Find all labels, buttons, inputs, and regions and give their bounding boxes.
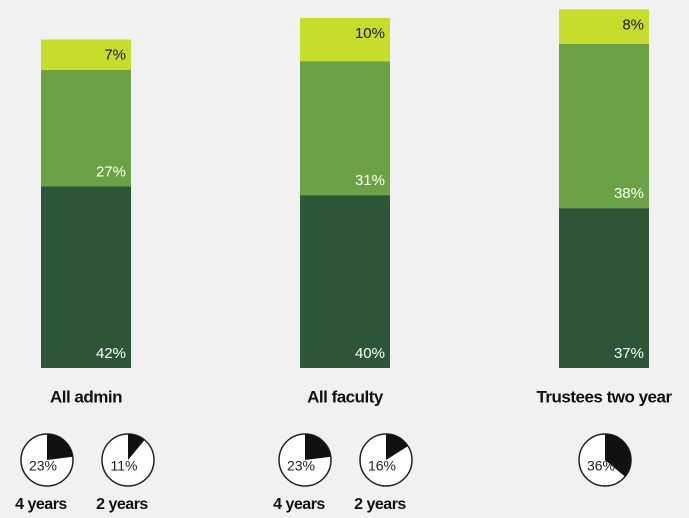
pie-category-label: 2 years: [96, 496, 148, 513]
bar-segment: [300, 195, 390, 368]
pie-wedge: [305, 434, 331, 460]
data-label: 7%: [104, 47, 126, 64]
pie-value-label: 23%: [287, 458, 315, 474]
bar-segment: [559, 43, 649, 209]
bar-segment: [41, 186, 131, 368]
data-label: 10%: [355, 25, 385, 42]
pie-value-label: 11%: [111, 458, 138, 474]
pie-value-label: 23%: [29, 458, 57, 474]
data-label: 42%: [96, 345, 126, 362]
pie-wedge: [128, 434, 145, 460]
data-label: 37%: [614, 345, 644, 362]
bar-segment: [300, 17, 390, 62]
bar-segment: [559, 208, 649, 368]
pie-wedge: [386, 434, 408, 460]
data-label: 31%: [355, 172, 385, 189]
pie-value-label: 16%: [368, 458, 396, 474]
category-label: All faculty: [307, 387, 384, 406]
pie-wedge: [605, 434, 632, 477]
data-label: 8%: [622, 16, 644, 33]
bar-segment: [41, 69, 131, 187]
pie-category-label: 4 years: [273, 496, 325, 513]
bar-segment: [41, 39, 131, 70]
pie-category-label: 4 years: [15, 496, 67, 513]
data-label: 27%: [96, 163, 126, 180]
category-label: All admin: [50, 387, 122, 406]
category-label: Trustees two year: [536, 387, 672, 406]
bar-segment: [300, 61, 390, 196]
data-label: 40%: [355, 345, 385, 362]
bar-segment: [559, 9, 649, 44]
pie-value-label: 36%: [587, 458, 615, 474]
data-label: 38%: [614, 185, 644, 202]
pie-category-label: 2 years: [354, 496, 406, 513]
pie-wedge: [47, 434, 73, 460]
